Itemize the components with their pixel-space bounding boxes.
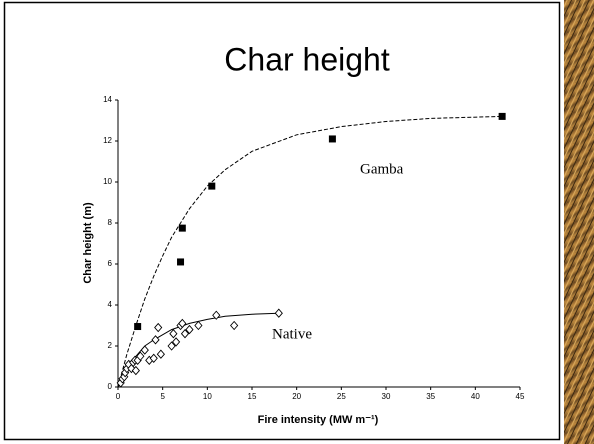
- x-tick-label: 25: [337, 392, 346, 401]
- y-tick-label: 10: [103, 177, 112, 186]
- x-tick-label: 10: [203, 392, 212, 401]
- x-tick-label: 45: [516, 392, 525, 401]
- x-tick-label: 40: [471, 392, 480, 401]
- slide: Char height Fire intensity (MW m⁻¹) Char…: [0, 0, 594, 444]
- series-label: Gamba: [360, 161, 404, 177]
- y-tick-label: 12: [103, 136, 112, 145]
- y-tick-label: 8: [108, 218, 113, 227]
- point: [208, 183, 215, 190]
- x-tick-label: 35: [426, 392, 435, 401]
- point: [329, 135, 336, 142]
- x-tick-label: 20: [292, 392, 301, 401]
- y-tick-label: 4: [108, 300, 113, 309]
- point: [499, 113, 506, 120]
- y-tick-label: 6: [108, 259, 113, 268]
- y-tick-label: 14: [103, 95, 112, 104]
- x-axis-label: Fire intensity (MW m⁻¹): [258, 414, 379, 426]
- y-tick-label: 2: [108, 341, 113, 350]
- chart-title: Char height: [224, 41, 390, 77]
- x-tick-label: 15: [248, 392, 257, 401]
- point: [134, 323, 141, 330]
- decor-strip: [564, 0, 594, 444]
- point: [177, 258, 184, 265]
- series-label: Native: [272, 326, 312, 342]
- y-axis-label: Char height (m): [82, 202, 94, 284]
- point: [179, 225, 186, 232]
- y-tick-label: 0: [108, 382, 113, 391]
- x-tick-label: 0: [116, 392, 121, 401]
- x-tick-label: 5: [160, 392, 165, 401]
- x-tick-label: 30: [382, 392, 391, 401]
